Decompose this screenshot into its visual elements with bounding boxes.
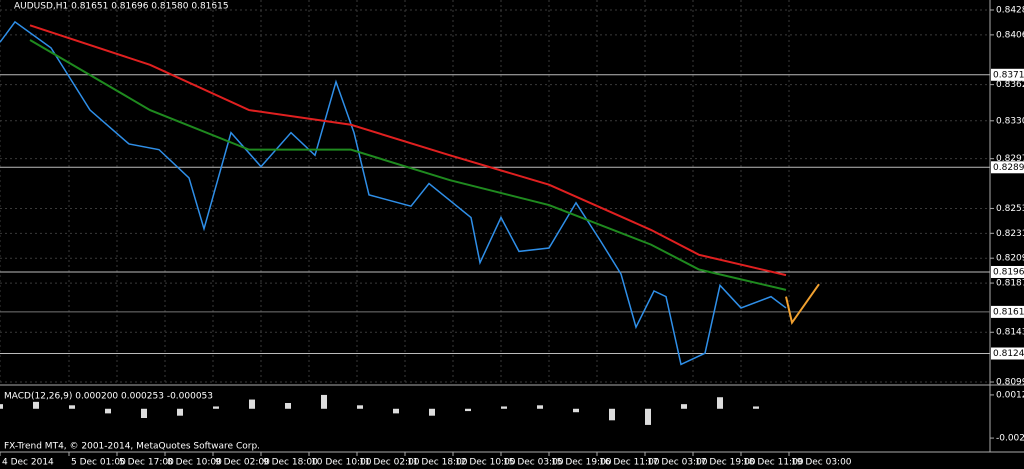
x-tick-label: 4 Dec 2014 (2, 458, 54, 468)
level-label: 0.81968 (993, 267, 1024, 277)
x-tick-label: 9 Dec 02:00 (215, 458, 270, 468)
y-tick-label: 0.81870 (996, 279, 1024, 289)
histogram-bar (609, 408, 615, 421)
footer: FX-Trend MT4, © 2001-2014, MetaQuotes So… (4, 442, 260, 452)
level-label-box (991, 265, 1024, 278)
level-label-box (991, 161, 1024, 174)
histogram-bar (69, 405, 75, 409)
y-tick-label: 0.80995 (996, 378, 1024, 388)
x-tick-label: 11 Dec 02:00 (359, 458, 420, 468)
histogram-bar (501, 406, 507, 409)
histogram-bar (141, 408, 147, 418)
y-tick-label: 0.84285 (996, 6, 1024, 16)
histogram-bar (681, 404, 687, 409)
level-label: 0.82894 (993, 163, 1024, 173)
macd-title: MACD(12,26,9) 0.000200 0.000253 -0.00005… (4, 392, 213, 402)
y-tick-label: 0.82530 (996, 204, 1024, 214)
x-tick-label: 12 Dec 10:00 (455, 458, 516, 468)
y-tick-label: -0.00254 (996, 434, 1024, 444)
y-tick-label: 0.83625 (996, 80, 1024, 90)
x-tick-label: 5 Dec 01:00 (71, 458, 126, 468)
histogram-bar (429, 408, 435, 416)
histogram-bar (753, 406, 759, 409)
x-tick-label: 9 Dec 18:00 (263, 458, 318, 468)
series-line (0, 20, 787, 366)
histogram-bar (645, 408, 651, 425)
level-label: 0.83712 (993, 70, 1024, 80)
histogram-bar (321, 394, 327, 409)
y-tick-label: 0.82310 (996, 229, 1024, 239)
x-tick-label: 17 Dec 03:00 (647, 458, 708, 468)
histogram-bar (393, 408, 399, 414)
histogram-bar (177, 408, 183, 416)
level-label-box (991, 68, 1024, 81)
x-tick-label: 10 Dec 10:00 (311, 458, 372, 468)
y-tick-label: 0.84065 (996, 30, 1024, 40)
x-tick-label: 17 Dec 19:00 (695, 458, 756, 468)
x-tick-label: 16 Dec 11:00 (599, 458, 660, 468)
histogram-bar (249, 399, 255, 409)
histogram-bar (357, 405, 363, 409)
series-line (29, 24, 787, 277)
level-label-box (991, 347, 1024, 360)
x-tick-label: 18 Dec 11:00 (743, 458, 804, 468)
series-line (29, 39, 787, 291)
x-tick-label: 19 Dec 03:00 (791, 458, 852, 468)
histogram-bar (537, 405, 543, 409)
histogram-bar (105, 408, 111, 414)
current-price-label: 0.81615 (993, 307, 1024, 317)
histogram-bar (213, 406, 219, 409)
histogram-bar (573, 408, 579, 413)
x-tick-label: 15 Dec 03:00 (503, 458, 564, 468)
x-tick-label: 5 Dec 17:00 (119, 458, 174, 468)
x-tick-label: 11 Dec 18:00 (407, 458, 468, 468)
x-tick-label: 15 Dec 19:00 (551, 458, 612, 468)
x-tick-label: 8 Dec 10:00 (167, 458, 222, 468)
current-price-box (991, 305, 1024, 318)
y-tick-label: 0.81435 (996, 328, 1024, 338)
y-tick-label: 0.83305 (996, 116, 1024, 126)
y-tick-label: 0.82970 (996, 154, 1024, 164)
histogram-bar (0, 404, 3, 409)
chart-title: AUDUSD,H1 0.81651 0.81696 0.81580 0.8161… (14, 2, 229, 12)
histogram-bar (285, 403, 291, 409)
series-line (785, 283, 820, 326)
y-tick-label: 0.82090 (996, 254, 1024, 264)
histogram-bar (33, 401, 39, 409)
histogram-bar (465, 408, 471, 412)
histogram-bar (717, 397, 723, 409)
level-label: 0.81247 (993, 349, 1024, 359)
